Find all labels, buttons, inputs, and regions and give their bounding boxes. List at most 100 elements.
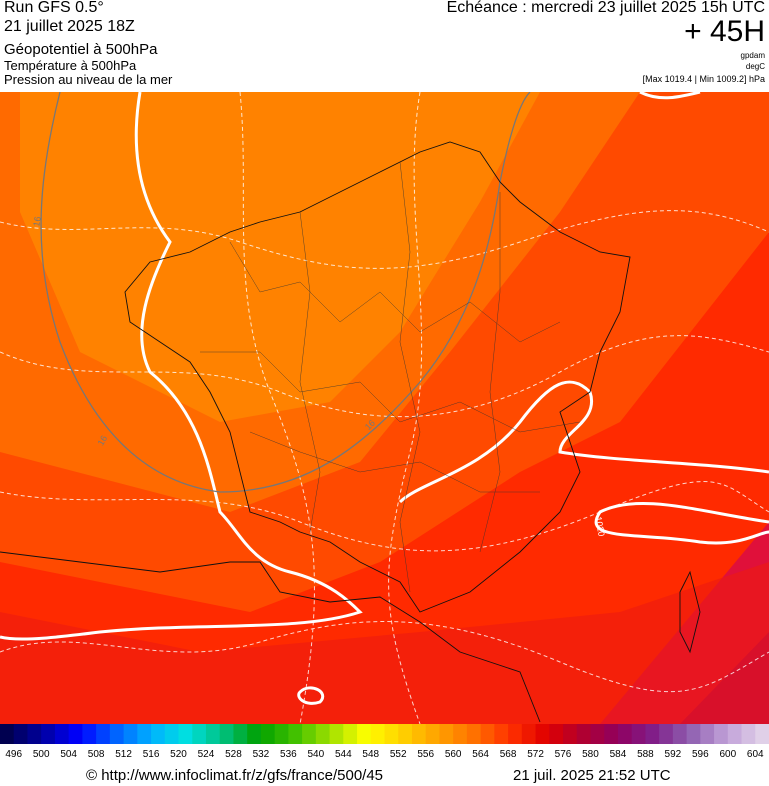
colorbar-label: 576 <box>555 749 572 760</box>
colorbar-label: 532 <box>253 749 270 760</box>
colorbar: 496 500 504 508 512 516 520 524 528 532 536 540 544 5… <box>0 724 769 760</box>
region-borders <box>200 161 581 593</box>
colorbar-label: 588 <box>637 749 654 760</box>
lead-time: + 45H <box>684 15 765 48</box>
colorbar-swatch <box>219 724 234 744</box>
colorbar-swatch <box>700 724 715 744</box>
colorbar-swatch <box>82 724 97 744</box>
colorbar-swatch <box>384 724 399 744</box>
colorbar-swatch <box>288 724 303 744</box>
colorbar-swatch <box>755 724 769 744</box>
colorbar-swatch <box>549 724 564 744</box>
colorbar-swatch <box>54 724 70 744</box>
colorbar-swatch <box>370 724 385 744</box>
colorbar-swatch <box>178 724 193 744</box>
contour-label: 16 <box>96 434 110 448</box>
colorbar-swatch <box>274 724 289 744</box>
colorbar-swatch <box>137 724 152 744</box>
geopotential-isolines <box>40 92 531 493</box>
colorbar-label: 552 <box>390 749 407 760</box>
colorbar-swatch <box>425 724 440 744</box>
colorbar-label: 508 <box>88 749 105 760</box>
colorbar-swatch <box>302 724 317 744</box>
pressure-range: [Max 1019.4 | Min 1009.2] hPa <box>642 74 765 84</box>
colorbar-swatch <box>617 724 633 744</box>
colorbar-label: 540 <box>307 749 324 760</box>
colorbar-label: 516 <box>143 749 160 760</box>
colorbar-label: 512 <box>115 749 132 760</box>
colorbar-label: 600 <box>719 749 736 760</box>
colorbar-label: 568 <box>500 749 517 760</box>
colorbar-swatch <box>192 724 207 744</box>
colorbar-swatch <box>357 724 372 744</box>
colorbar-swatch <box>686 724 701 744</box>
colorbar-swatch <box>439 724 454 744</box>
colorbar-swatch <box>398 724 413 744</box>
colorbar-swatch <box>151 724 166 744</box>
colorbar-swatch <box>727 724 743 744</box>
source-link: © http://www.infoclimat.fr/z/gfs/france/… <box>86 767 384 784</box>
colorbar-swatch <box>260 724 276 744</box>
colorbar-swatch <box>741 724 756 744</box>
field-label: Pression au niveau de la mer <box>4 72 173 87</box>
coastlines <box>0 141 701 723</box>
colorbar-swatch <box>563 724 578 744</box>
colorbar-label: 556 <box>417 749 434 760</box>
run-date: 21 juillet 2025 18Z <box>4 18 135 35</box>
colorbar-swatch <box>508 724 523 744</box>
colorbar-swatch <box>576 724 591 744</box>
colorbar-swatch <box>645 724 660 744</box>
generated-time: 21 juil. 2025 21:52 UTC <box>513 767 671 784</box>
colorbar-swatch <box>109 724 125 744</box>
unit-label: gpdam <box>740 51 765 60</box>
colorbar-swatch <box>411 724 427 744</box>
colorbar-swatch <box>164 724 180 744</box>
colorbar-label: 496 <box>5 749 22 760</box>
colorbar-swatch <box>494 724 509 744</box>
colorbar-label: 536 <box>280 749 297 760</box>
colorbar-swatch <box>0 724 15 744</box>
unit-label: degC <box>745 62 765 71</box>
valid-time: Echéance : mercredi 23 juillet 2025 15h … <box>446 0 765 16</box>
colorbar-label: 584 <box>610 749 627 760</box>
colorbar-label: 560 <box>445 749 462 760</box>
temp-zone <box>20 92 540 422</box>
colorbar-label: 592 <box>665 749 682 760</box>
colorbar-label: 580 <box>582 749 599 760</box>
colorbar-swatch <box>68 724 83 744</box>
colorbar-swatch <box>631 724 646 744</box>
colorbar-label: 548 <box>362 749 379 760</box>
colorbar-label: 596 <box>692 749 709 760</box>
colorbar-swatch <box>590 724 605 744</box>
colorbar-swatch <box>343 724 358 744</box>
colorbar-swatch <box>453 724 468 744</box>
colorbar-swatch <box>535 724 550 744</box>
colorbar-swatch <box>659 724 674 744</box>
colorbar-swatch <box>123 724 138 744</box>
colorbar-label: 572 <box>527 749 544 760</box>
colorbar-swatch <box>247 724 262 744</box>
colorbar-swatch <box>466 724 482 744</box>
contour-label: 16 <box>31 216 43 228</box>
field-label: Géopotentiel à 500hPa <box>4 41 158 58</box>
run-label: Run GFS 0.5° <box>4 0 104 16</box>
colorbar-swatch <box>233 724 248 744</box>
colorbar-label: 528 <box>225 749 242 760</box>
colorbar-swatch <box>315 724 331 744</box>
colorbar-swatch <box>205 724 221 744</box>
colorbar-swatch <box>13 724 28 744</box>
colorbar-label: 564 <box>472 749 489 760</box>
colorbar-swatch <box>672 724 688 744</box>
contour-label: 1020 <box>593 516 606 537</box>
colorbar-swatch <box>480 724 495 744</box>
colorbar-label: 604 <box>747 749 764 760</box>
colorbar-swatch <box>521 724 537 744</box>
colorbar-swatch <box>41 724 56 744</box>
temp-zone <box>0 562 769 724</box>
colorbar-label: 500 <box>33 749 50 760</box>
colorbar-swatch <box>714 724 729 744</box>
colorbar-label: 504 <box>60 749 77 760</box>
colorbar-swatch <box>27 724 42 744</box>
